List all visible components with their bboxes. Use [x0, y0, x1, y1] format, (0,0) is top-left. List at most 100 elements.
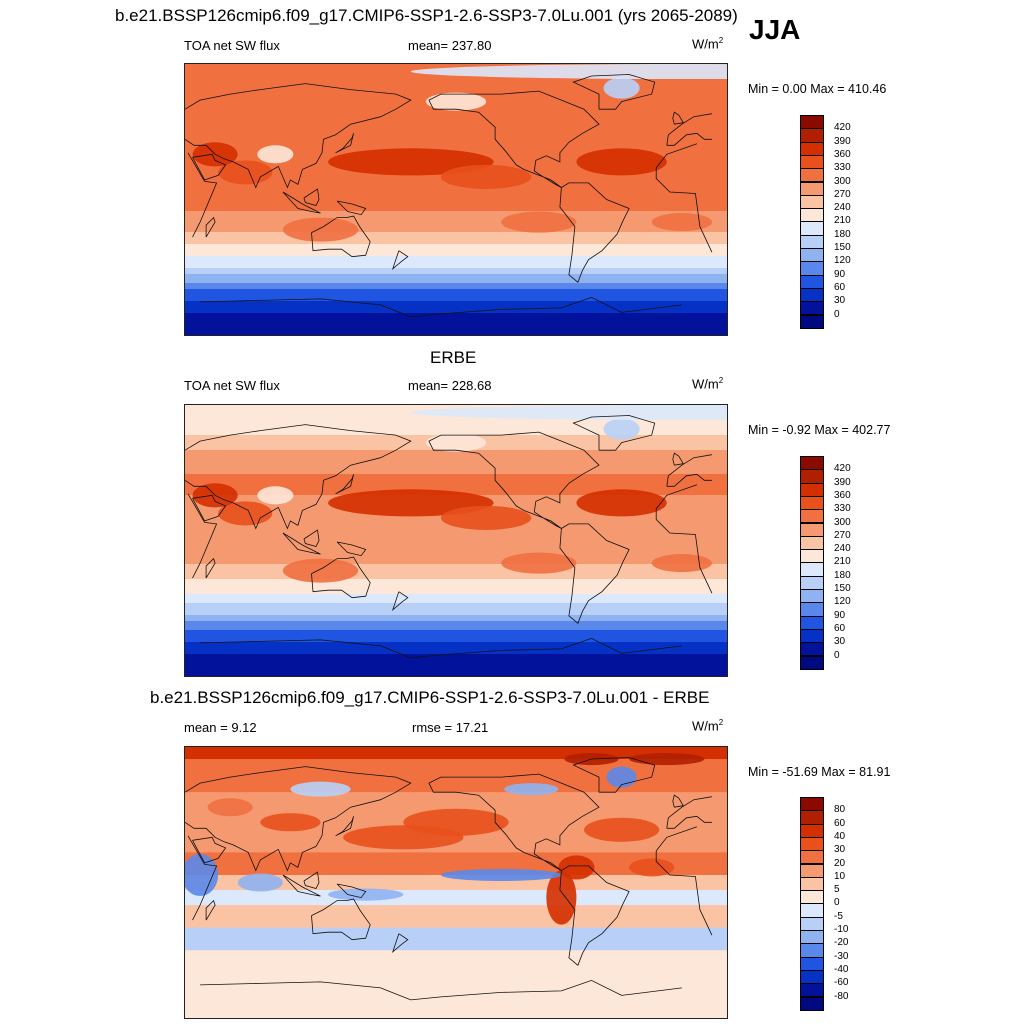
colorbar-tick-label: 150 — [834, 242, 851, 253]
field-band — [185, 316, 727, 320]
coastline — [187, 143, 713, 253]
panel2-units: W/m2 — [692, 376, 724, 392]
colorbar-swatch — [800, 456, 824, 471]
field-band — [185, 136, 727, 140]
colorbar-swatch — [800, 943, 824, 958]
field-band — [185, 202, 727, 206]
field-band — [185, 133, 727, 137]
colorbar-tick-label: 40 — [834, 830, 846, 842]
field-band — [185, 426, 727, 430]
colorbar-swatch — [800, 261, 824, 276]
field-band — [185, 193, 727, 197]
coastline — [672, 452, 684, 466]
field-band — [185, 115, 727, 119]
field-contour — [237, 873, 283, 892]
panel3-minmax: Min = -51.69 Max = 81.91 — [748, 765, 891, 779]
field-band — [185, 465, 727, 469]
field-band — [185, 148, 727, 152]
coastline — [391, 933, 409, 954]
field-band — [185, 567, 727, 571]
field-band — [185, 121, 727, 125]
field-band — [185, 528, 727, 532]
field-band — [185, 268, 727, 272]
colorbar-swatch — [800, 154, 824, 170]
colorbar-tick-label: 270 — [834, 529, 851, 541]
panel2-mean-label: mean= 228.68 — [408, 378, 492, 393]
field-band — [185, 540, 727, 544]
field-band — [185, 214, 727, 218]
colorbar-tick-label: 210 — [834, 215, 851, 227]
field-band — [185, 606, 727, 610]
field-band — [185, 537, 727, 541]
field-band — [185, 759, 727, 793]
field-contour — [425, 92, 487, 111]
field-band — [185, 603, 727, 607]
field-band — [185, 328, 727, 332]
field-band — [185, 627, 727, 631]
field-band — [185, 459, 727, 463]
coastline — [335, 133, 354, 154]
field-band — [185, 205, 727, 209]
colorbar-tick-label: -60 — [834, 977, 849, 989]
field-band — [185, 462, 727, 466]
colorbar-swatch — [800, 562, 824, 577]
field-band — [185, 657, 727, 661]
field-band — [185, 223, 727, 227]
colorbar-tick-label: 80 — [834, 804, 846, 816]
field-band — [185, 588, 727, 592]
field-band — [185, 232, 727, 236]
field-contour — [576, 148, 667, 176]
colorbar-tick-label: 390 — [834, 135, 851, 147]
colorbar-swatch — [800, 115, 824, 130]
coastline — [572, 415, 656, 451]
colorbar-tick-label: -20 — [834, 937, 849, 949]
colorbar-tick-label: 150 — [834, 583, 851, 594]
field-band — [185, 972, 727, 996]
field-contour — [425, 433, 487, 452]
colorbar-tick-label: 10 — [834, 870, 846, 882]
colorbar-swatch — [800, 141, 824, 156]
field-band — [185, 561, 727, 565]
coastline — [185, 766, 712, 872]
field-contour — [185, 853, 219, 897]
field-band — [185, 633, 727, 637]
field-band — [185, 238, 727, 242]
field-band — [185, 217, 727, 221]
field-band — [185, 471, 727, 475]
field-band — [185, 187, 727, 191]
coastline — [311, 898, 371, 941]
field-band — [185, 636, 727, 640]
field-band — [185, 630, 727, 634]
field-band — [185, 474, 727, 478]
colorbar-swatch — [800, 836, 824, 852]
panel3-rmse-label: rmse = 17.21 — [412, 720, 489, 735]
field-band — [185, 145, 727, 149]
field-contour — [651, 554, 712, 573]
colorbar-swatch — [800, 823, 824, 838]
field-band — [185, 450, 727, 454]
panel2-map — [184, 404, 728, 677]
field-band — [185, 280, 727, 284]
colorbar-tick-label: 0 — [834, 897, 840, 909]
field-band — [185, 241, 727, 245]
field-band — [185, 208, 727, 212]
field-band — [185, 612, 727, 616]
coastline — [200, 296, 682, 318]
field-band — [185, 405, 727, 409]
field-band — [185, 582, 727, 586]
colorbar-tick-label: 330 — [834, 162, 851, 174]
colorbar-tick-label: 0 — [834, 308, 840, 320]
colorbar-tick-label: 360 — [834, 489, 851, 501]
field-contour — [218, 160, 273, 185]
colorbar-tick-label: 330 — [834, 503, 851, 515]
colorbar-swatch — [800, 615, 824, 630]
coastline — [187, 484, 713, 594]
field-band — [185, 265, 727, 269]
field-contour — [257, 145, 294, 164]
field-band — [185, 423, 727, 427]
field-contour — [501, 552, 577, 574]
field-contour — [583, 817, 660, 842]
coastline — [428, 773, 600, 871]
field-band — [185, 304, 727, 308]
field-band — [185, 660, 727, 664]
